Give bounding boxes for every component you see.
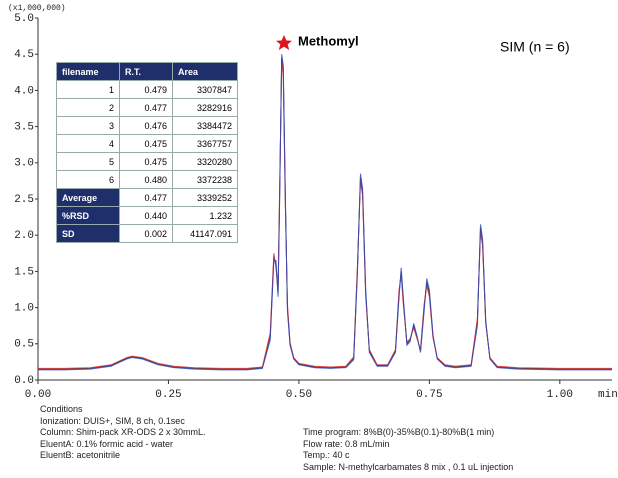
table-cell: 6 (56, 170, 120, 189)
y-tick-label: 0.5 (14, 339, 34, 351)
table-cell: 0.480 (119, 170, 173, 189)
table-cell: 0.479 (119, 80, 173, 99)
condition-line: Column: Shim-pack XR-ODS 2 x 30mmL. (40, 427, 206, 437)
table-cell: Average (56, 188, 120, 207)
table-cell: 3 (56, 116, 120, 135)
table-row: Average 0.477 3339252 (56, 188, 238, 207)
x-tick-label: 0.25 (155, 389, 181, 400)
star-icon (276, 35, 292, 50)
x-tick-label: 1.00 (547, 389, 573, 400)
y-tick-label: 4.5 (14, 49, 34, 61)
header-cell: Area (172, 62, 238, 81)
condition-line: Ionization: DUIS+, SIM, 8 ch, 0.1sec (40, 415, 185, 426)
table-cell: SD (56, 224, 120, 243)
y-tick-label: 5.0 (14, 13, 34, 25)
peak-annotation: Methomyl (298, 33, 359, 48)
table-cell: 0.002 (119, 224, 173, 243)
y-tick-label: 3.5 (14, 122, 34, 134)
y-tick-label: 1.5 (14, 266, 34, 278)
y-tick-label: 4.0 (14, 85, 34, 97)
table-cell: 0.475 (119, 134, 173, 153)
condition-line: Conditions (40, 404, 83, 414)
table-cell: 3339252 (172, 188, 238, 207)
table-cell: 5 (56, 152, 120, 171)
conditions-left: Conditions Ionization: DUIS+, SIM, 8 ch, … (40, 404, 206, 462)
condition-line: Flow rate: 0.8 mL/min (303, 438, 390, 449)
y-tick-label: 1.0 (14, 303, 34, 315)
y-tick-label: 2.0 (14, 230, 34, 242)
trace-line (38, 54, 612, 371)
table-cell: 4 (56, 134, 120, 153)
trace-line (38, 57, 612, 370)
table-cell: 3307847 (172, 80, 238, 99)
table-cell: 3320280 (172, 152, 238, 171)
table-cell: 1.232 (172, 206, 238, 225)
table-cell: 0.477 (119, 98, 173, 117)
table-cell: 2 (56, 98, 120, 117)
table-cell: 3282916 (172, 98, 238, 117)
condition-line: Sample: N-methylcarbamates 8 mix , 0.1 u… (303, 461, 514, 472)
table-cell: 0.476 (119, 116, 173, 135)
table-cell: 3384472 (172, 116, 238, 135)
y-tick-label: 2.5 (14, 194, 34, 206)
table-cell: 41147.091 (172, 224, 238, 243)
x-tick-label: 0.50 (286, 389, 312, 400)
table-row: 2 0.477 3282916 (56, 98, 238, 117)
trace-line (38, 61, 612, 369)
table-row: 6 0.480 3372238 (56, 170, 238, 189)
y-tick-label: 0.0 (14, 375, 34, 387)
header-cell: filename (56, 62, 120, 81)
results-table: filename R.T. Area 1 0.479 3307847 2 0.477 32829… (56, 62, 238, 243)
y-multiplier: (x1,000,000) (8, 4, 66, 13)
table-row: 4 0.475 3367757 (56, 134, 238, 153)
y-tick-label: 3.0 (14, 158, 34, 170)
table-cell: 3372238 (172, 170, 238, 189)
table-cell: 0.440 (119, 206, 173, 225)
x-tick-label: 0.75 (416, 389, 442, 400)
condition-line: Time program: 8%B(0)-35%B(0.1)-80%B(1 mi… (303, 427, 495, 437)
condition-line: Temp.: 40 c (303, 450, 350, 460)
table-cell: 1 (56, 80, 120, 99)
header-cell: R.T. (119, 62, 173, 81)
table-row: 1 0.479 3307847 (56, 80, 238, 99)
conditions-right: Time program: 8%B(0)-35%B(0.1)-80%B(1 mi… (303, 427, 513, 473)
table-row: %RSD 0.440 1.232 (56, 206, 238, 225)
header-row: filename R.T. Area (56, 62, 238, 81)
table-row: 5 0.475 3320280 (56, 152, 238, 171)
table-row: 3 0.476 3384472 (56, 116, 238, 135)
x-tick-label: 0.00 (25, 389, 51, 400)
table-cell: %RSD (56, 206, 120, 225)
table-cell: 3367757 (172, 134, 238, 153)
x-axis-label: min (598, 389, 618, 400)
condition-line: EluentB: acetonitrile (40, 450, 121, 460)
chart: (x1,000,000) min Methomyl SIM (n = 6) 0.… (8, 4, 618, 400)
table-cell: 0.477 (119, 188, 173, 207)
mode-annotation: SIM (n = 6) (500, 39, 570, 55)
table-row: SD 0.002 41147.091 (56, 224, 238, 243)
table-cell: 0.475 (119, 152, 173, 171)
condition-line: EluentA: 0.1% formic acid - water (40, 438, 174, 449)
